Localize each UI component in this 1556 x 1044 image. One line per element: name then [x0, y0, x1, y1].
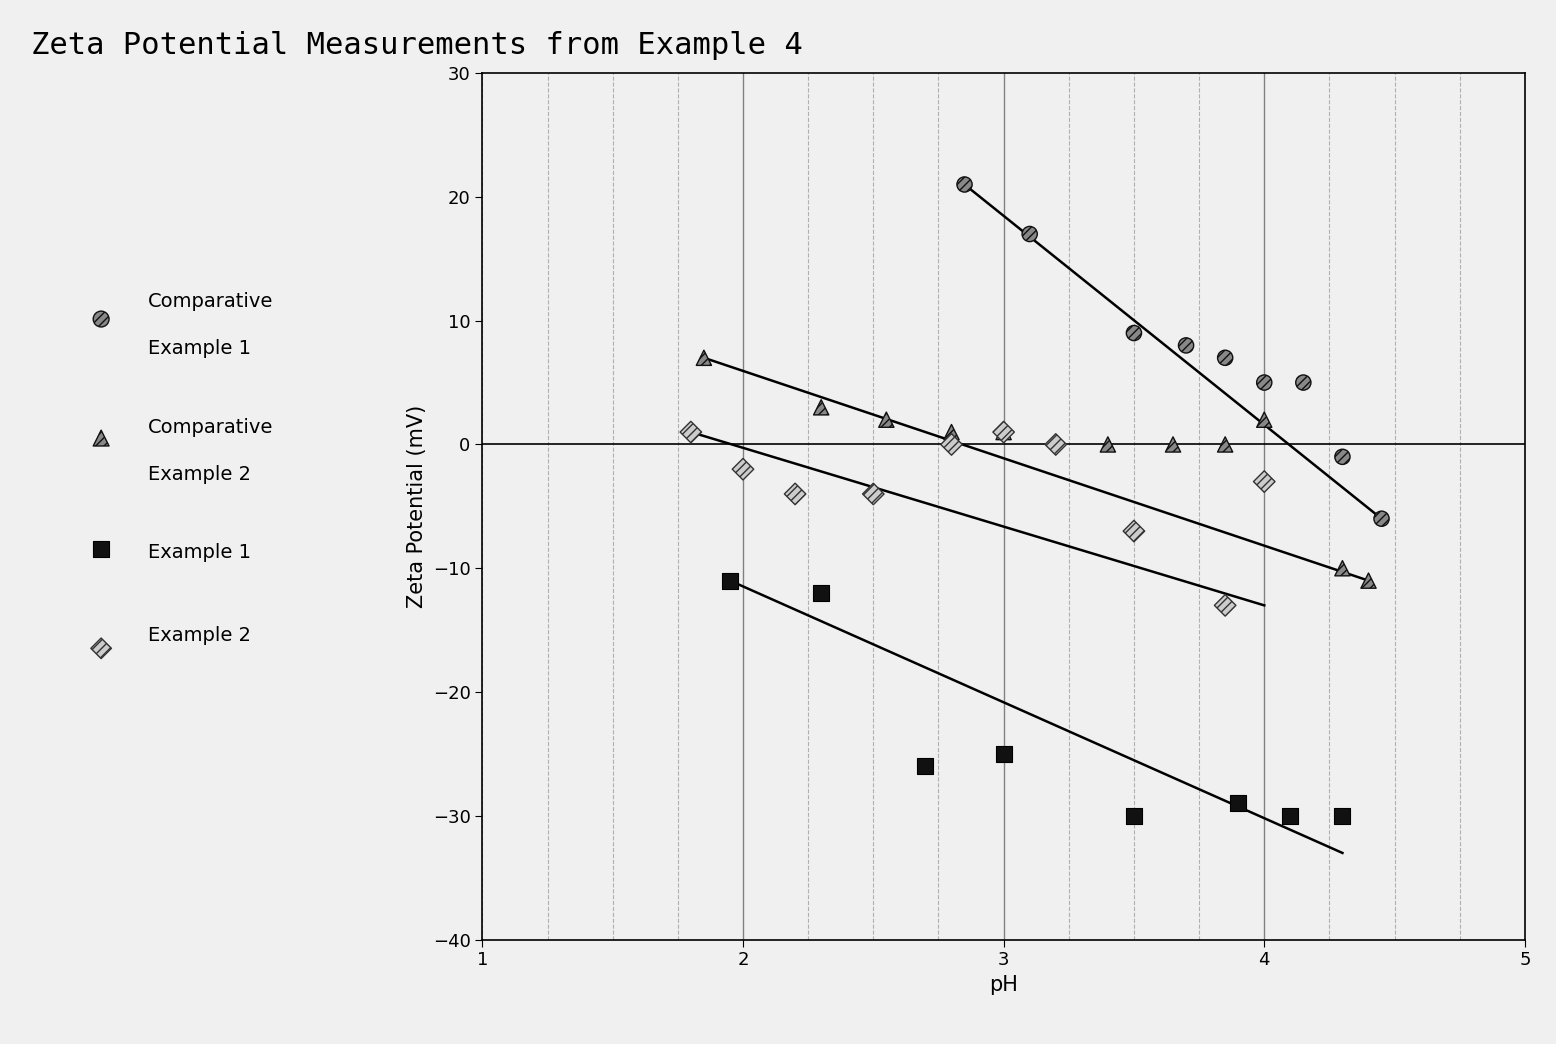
- Point: [1330, 449, 1355, 466]
- Point: [1122, 523, 1147, 540]
- Point: [1122, 807, 1147, 824]
- Point: [89, 541, 114, 557]
- Point: [874, 411, 899, 428]
- Point: [1212, 350, 1237, 366]
- Point: [1251, 473, 1276, 490]
- Text: Comparative: Comparative: [148, 292, 274, 311]
- Point: [1122, 325, 1147, 341]
- Point: [1043, 436, 1067, 453]
- Text: Example 1: Example 1: [148, 543, 251, 562]
- Point: [938, 436, 963, 453]
- Point: [1357, 572, 1382, 589]
- Point: [1018, 226, 1043, 242]
- Point: [809, 585, 834, 601]
- Text: Example 2: Example 2: [148, 626, 251, 645]
- Point: [991, 745, 1016, 762]
- Point: [717, 572, 742, 589]
- Point: [1291, 374, 1316, 390]
- Point: [952, 176, 977, 193]
- Point: [731, 460, 756, 477]
- Point: [1330, 560, 1355, 576]
- Point: [783, 485, 808, 502]
- Point: [1095, 436, 1120, 453]
- Point: [1173, 337, 1198, 354]
- Text: Example 2: Example 2: [148, 465, 251, 483]
- Point: [860, 485, 885, 502]
- Text: Zeta Potential Measurements from Example 4: Zeta Potential Measurements from Example…: [31, 31, 803, 61]
- Point: [1226, 796, 1251, 812]
- Point: [89, 311, 114, 328]
- Text: Comparative: Comparative: [148, 418, 274, 436]
- Point: [1161, 436, 1186, 453]
- Point: [1330, 807, 1355, 824]
- Point: [1277, 807, 1302, 824]
- Point: [1369, 511, 1394, 527]
- Point: [678, 424, 703, 441]
- Point: [691, 350, 716, 366]
- Point: [1251, 374, 1276, 390]
- Point: [913, 758, 938, 775]
- Point: [938, 424, 963, 441]
- Point: [89, 430, 114, 447]
- Point: [991, 424, 1016, 441]
- Point: [1212, 597, 1237, 614]
- Y-axis label: Zeta Potential (mV): Zeta Potential (mV): [408, 405, 428, 608]
- Point: [89, 640, 114, 657]
- Point: [1251, 411, 1276, 428]
- Point: [991, 424, 1016, 441]
- Point: [809, 399, 834, 416]
- Point: [1212, 436, 1237, 453]
- X-axis label: pH: pH: [990, 975, 1018, 995]
- Text: Example 1: Example 1: [148, 339, 251, 358]
